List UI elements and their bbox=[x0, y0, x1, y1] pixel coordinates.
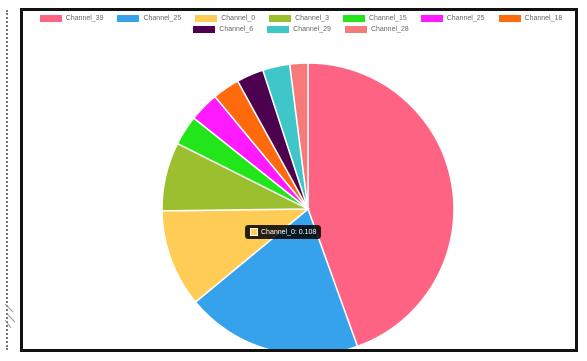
legend-item[interactable]: Channel_6 bbox=[193, 26, 253, 33]
legend-label: Channel_15 bbox=[368, 15, 407, 22]
legend-label: Channel_18 bbox=[524, 15, 563, 22]
corner-mark bbox=[4, 303, 16, 329]
pie-slice[interactable] bbox=[288, 62, 309, 210]
legend-item[interactable]: Channel_25 bbox=[117, 15, 181, 22]
legend-label: Channel_28 bbox=[370, 26, 409, 33]
legend-swatch bbox=[342, 15, 365, 22]
legend-swatch bbox=[420, 15, 443, 22]
pie-slice[interactable] bbox=[307, 62, 455, 348]
legend-label: Channel_6 bbox=[219, 26, 254, 33]
chart-frame: Channel_39 Channel_25 Channel_0 Channel_3 Ch… bbox=[20, 8, 578, 352]
legend-label: Channel_25 bbox=[143, 15, 182, 22]
pie-slice[interactable] bbox=[194, 207, 359, 349]
legend-item[interactable]: Channel_25 bbox=[420, 15, 485, 22]
tooltip-swatch bbox=[250, 228, 258, 236]
legend-swatch bbox=[39, 15, 62, 22]
legend-swatch bbox=[344, 26, 367, 33]
legend-item[interactable]: Channel_39 bbox=[39, 15, 104, 22]
tooltip-label: Channel_0: 0.108 bbox=[261, 228, 317, 236]
legend-label: Channel_3 bbox=[295, 15, 329, 22]
legend-label: Channel_29 bbox=[293, 26, 331, 33]
chart-legend: Channel_39 Channel_25 Channel_0 Channel_3 Ch… bbox=[27, 15, 575, 33]
legend-swatch bbox=[269, 15, 292, 22]
legend-swatch bbox=[267, 26, 290, 33]
legend-label: Channel_0 bbox=[221, 15, 256, 22]
legend-swatch bbox=[117, 15, 140, 22]
legend-swatch bbox=[498, 15, 521, 22]
legend-item[interactable]: Channel_0 bbox=[195, 15, 255, 22]
pie-chart bbox=[161, 62, 455, 349]
legend-item[interactable]: Channel_29 bbox=[267, 26, 331, 33]
legend-item[interactable]: Channel_15 bbox=[342, 15, 407, 22]
legend-label: Channel_25 bbox=[446, 15, 485, 22]
legend-swatch bbox=[195, 15, 218, 22]
legend-item[interactable]: Channel_3 bbox=[269, 15, 329, 22]
legend-item[interactable]: Channel_28 bbox=[344, 26, 409, 33]
legend-swatch bbox=[193, 26, 216, 33]
dotted-margin-line bbox=[6, 10, 12, 350]
chart-tooltip: Channel_0: 0.108 bbox=[245, 225, 322, 239]
legend-label: Channel_39 bbox=[65, 15, 104, 22]
legend-item[interactable]: Channel_18 bbox=[498, 15, 563, 22]
